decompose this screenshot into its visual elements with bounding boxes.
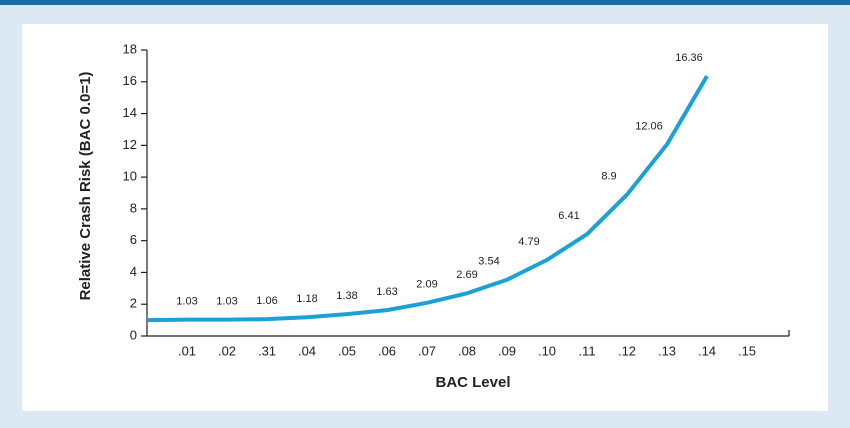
x-tick-label: .10	[538, 343, 556, 358]
x-tick-label: .15	[738, 343, 756, 358]
data-label: 8.9	[601, 170, 616, 182]
y-axis-label: Relative Crash Risk (BAC 0.0=1)	[77, 72, 94, 301]
data-label: 2.69	[456, 269, 477, 281]
top-bar	[0, 0, 850, 5]
panel	[22, 24, 828, 411]
y-tick-label: 10	[123, 169, 137, 184]
data-label: 1.63	[376, 286, 397, 298]
x-tick-label: .09	[498, 343, 516, 358]
data-label: 1.03	[216, 296, 237, 308]
data-label: 1.06	[256, 295, 277, 307]
x-tick-label: .01	[178, 343, 196, 358]
data-label: 1.03	[176, 296, 197, 308]
data-label: 1.38	[336, 290, 357, 302]
data-label: 12.06	[635, 120, 663, 132]
data-label: 2.09	[416, 279, 437, 291]
y-tick-label: 4	[130, 264, 137, 279]
x-tick-label: .08	[458, 343, 476, 358]
x-tick-label: .14	[698, 343, 716, 358]
data-label: 4.79	[518, 236, 539, 248]
x-tick-label: .11	[578, 343, 595, 358]
x-tick-label: .02	[218, 343, 236, 358]
x-tick-label: .04	[298, 343, 316, 358]
x-tick-label: .31	[258, 343, 276, 358]
y-tick-label: 12	[123, 137, 137, 152]
y-tick-label: 8	[130, 200, 137, 215]
data-label: 1.18	[296, 293, 317, 305]
x-tick-label: .07	[418, 343, 436, 358]
x-tick-label: .12	[618, 343, 636, 358]
y-tick-label: 2	[130, 296, 137, 311]
x-tick-label: .06	[378, 343, 396, 358]
x-tick-label: .05	[338, 343, 356, 358]
data-label: 16.36	[675, 52, 703, 64]
y-tick-label: 6	[130, 232, 137, 247]
y-tick-label: 16	[123, 73, 137, 88]
x-tick-label: .13	[658, 343, 676, 358]
data-label: 6.41	[558, 210, 579, 222]
y-tick-label: 14	[123, 105, 137, 120]
y-tick-label: 0	[130, 327, 137, 342]
y-tick-label: 18	[123, 41, 137, 56]
x-axis-label: BAC Level	[435, 374, 510, 391]
data-label: 3.54	[478, 256, 499, 268]
line	[146, 75, 709, 323]
